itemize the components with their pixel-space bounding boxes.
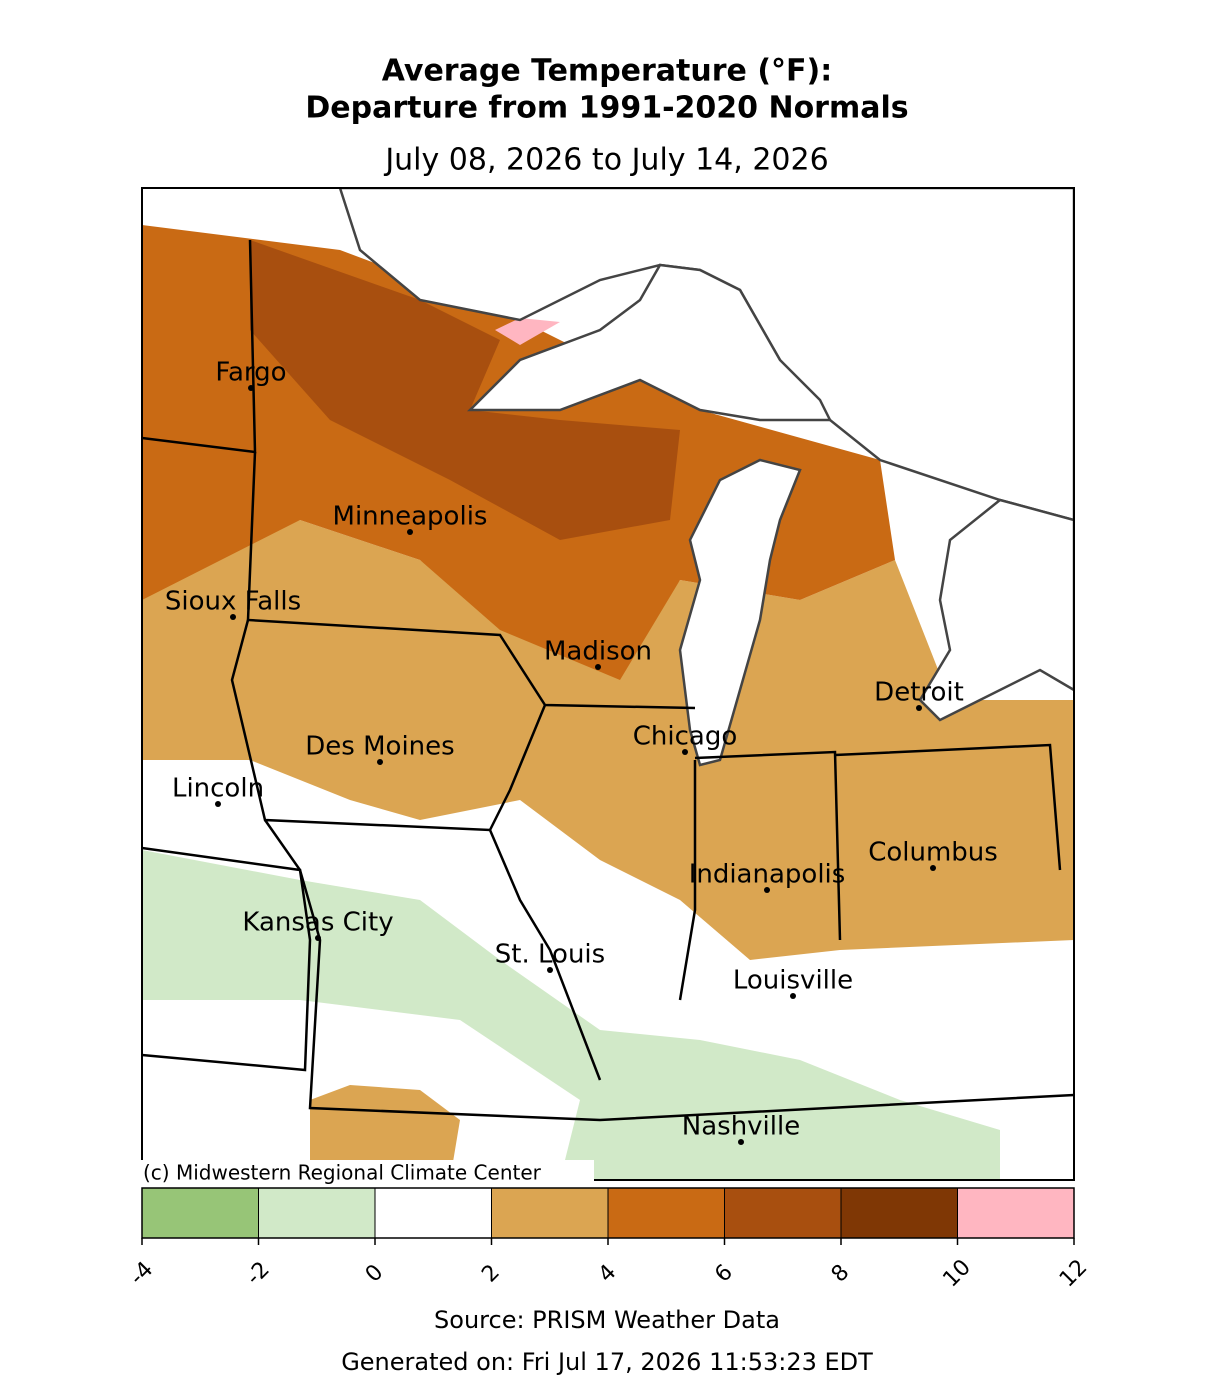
city-dot	[547, 967, 553, 973]
tick-label: 12	[1055, 1255, 1092, 1292]
city-label: Chicago	[633, 722, 738, 752]
tick-label: 2	[477, 1260, 505, 1288]
city-label: St. Louis	[495, 940, 605, 970]
color-bin	[258, 1187, 376, 1239]
city-label: Fargo	[215, 358, 286, 388]
color-bin	[957, 1187, 1075, 1239]
color-bin	[141, 1187, 259, 1239]
city-dot	[407, 529, 413, 535]
credit: (c) Midwestern Regional Climate Center	[143, 1161, 542, 1185]
city-label: Nashville	[682, 1112, 800, 1142]
city-dot	[682, 749, 688, 755]
title: Average Temperature (°F):	[382, 54, 833, 89]
cities: Fargo Minneapolis Sioux Falls Madison Detroi…	[165, 358, 998, 1145]
city-label: Des Moines	[305, 732, 454, 762]
city-dot	[248, 385, 254, 391]
color-bin	[840, 1187, 958, 1239]
color-bin	[491, 1187, 609, 1239]
colorbar: -4 -2 0 2 4 6 8 10 12	[125, 1187, 1092, 1292]
city-label: Minneapolis	[333, 502, 488, 532]
city-label: Sioux Falls	[165, 587, 301, 617]
color-bin	[724, 1187, 842, 1239]
city-dot	[738, 1139, 744, 1145]
color-bin	[607, 1187, 725, 1239]
city-label: Kansas City	[242, 908, 393, 938]
city-dot	[315, 935, 321, 941]
city-dot	[230, 614, 236, 620]
city-dot	[930, 865, 936, 871]
city-dot	[215, 801, 221, 807]
credit-box	[138, 1160, 594, 1186]
tick-label: 4	[594, 1260, 622, 1288]
city-label: Madison	[544, 637, 652, 667]
city-dot	[377, 759, 383, 765]
tick-label: 6	[710, 1260, 738, 1288]
color-bin	[374, 1187, 492, 1239]
tick-label: 0	[361, 1260, 389, 1288]
city-dot	[764, 887, 770, 893]
city-dot	[916, 705, 922, 711]
generated: Generated on: Fri Jul 17, 2026 11:53:23 …	[341, 1348, 873, 1376]
map	[142, 188, 1074, 1180]
tick-label: 10	[938, 1255, 975, 1292]
city-label: Lincoln	[172, 774, 264, 804]
city-dot	[790, 993, 796, 999]
map-frame	[141, 187, 1075, 1181]
subtitle: July 08, 2026 to July 14, 2026	[383, 143, 828, 178]
city-label: Detroit	[874, 678, 964, 708]
city-label: Columbus	[868, 838, 998, 868]
city-dot	[595, 664, 601, 670]
source: Source: PRISM Weather Data	[434, 1306, 780, 1334]
city-label: Louisville	[733, 966, 853, 996]
tick-label: 8	[827, 1260, 855, 1288]
tick-label: -2	[242, 1257, 275, 1290]
tick-label: -4	[125, 1257, 158, 1290]
title: Departure from 1991-2020 Normals	[305, 91, 908, 126]
city-label: Indianapolis	[689, 860, 846, 890]
